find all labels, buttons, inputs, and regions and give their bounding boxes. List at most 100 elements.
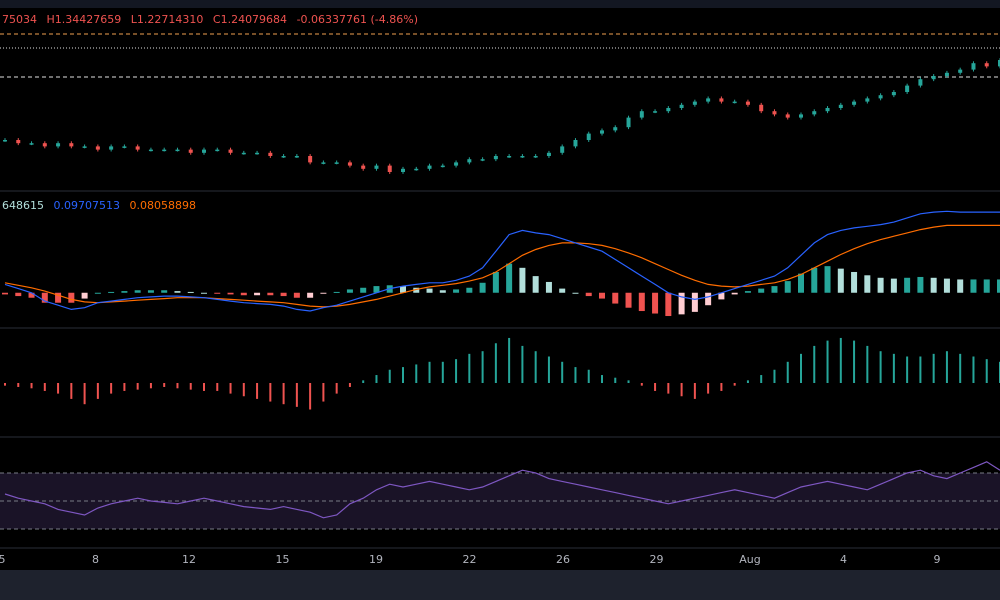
macd-histogram-bar [718, 292, 725, 300]
candle-body [109, 146, 114, 150]
macd-histogram-bar [240, 292, 247, 296]
macd-histogram-bar [983, 279, 990, 293]
macd-histogram-bar [997, 279, 1000, 293]
macd-histogram-bar [28, 292, 35, 298]
macd-histogram-bar [479, 282, 486, 293]
candle-body [812, 111, 817, 115]
candle-body [294, 156, 299, 158]
signal-line-value: 0.08058898 [129, 199, 196, 212]
macd-histogram-bar [599, 292, 605, 299]
x-axis-tick-label: 29 [650, 553, 664, 566]
oscillator-bar [57, 383, 60, 394]
candle-body [122, 146, 127, 148]
oscillator-bar [309, 383, 312, 410]
macd-histogram-bar [652, 292, 659, 314]
candle-body [228, 149, 233, 153]
macd-histogram-bar [439, 290, 446, 293]
oscillator-bar [919, 356, 922, 383]
oscillator-bar [707, 383, 710, 394]
candle-body [387, 165, 392, 172]
candle-body [334, 162, 339, 164]
macd-histogram-bar [705, 292, 712, 306]
candle-body [639, 111, 644, 118]
oscillator-bar [441, 361, 444, 383]
candle-body [865, 98, 870, 102]
candle-body [586, 133, 591, 140]
candle-body [3, 140, 7, 142]
candle-body [560, 146, 565, 153]
oscillator-bar [574, 367, 577, 383]
chart-canvas[interactable]: 5 8 12 15 19 22 26 29 Aug 4 9 [0, 8, 1000, 570]
macd-histogram-bar [41, 292, 48, 303]
candle-body [759, 104, 764, 112]
oscillator-bar [587, 369, 590, 383]
oscillator-bar [534, 351, 537, 383]
oscillator-bar [773, 369, 776, 383]
macd-histogram-bar [453, 289, 460, 293]
macd-histogram-bar [147, 290, 154, 293]
candle-body [162, 149, 167, 152]
macd-histogram-bar [572, 292, 579, 294]
candle-body [626, 117, 631, 128]
oscillator-bar [800, 353, 802, 383]
macd-histogram-bar [943, 278, 950, 293]
macd-histogram-bar [758, 288, 765, 293]
oscillator-bar [826, 340, 829, 383]
oscillator-bar [720, 383, 723, 391]
candle-body [520, 156, 525, 158]
candle-body [785, 114, 790, 118]
candle-body [361, 165, 366, 169]
candle-body [998, 60, 1000, 67]
candle-body [719, 98, 724, 102]
macd-histogram-bar [798, 273, 804, 293]
macd-histogram-bar [68, 292, 75, 303]
candle-body [507, 156, 512, 158]
oscillator-bar [680, 383, 683, 397]
macd-histogram-bar [691, 292, 698, 312]
macd-histogram-bar [201, 292, 207, 294]
macd-histogram-bar [731, 292, 738, 295]
candle-body [440, 165, 445, 168]
oscillator-bar [17, 383, 20, 387]
candle-body [321, 162, 326, 164]
x-axis-tick-label: 22 [463, 553, 477, 566]
macd-legend: 648615 0.09707513 0.08058898 [2, 199, 202, 212]
oscillator-bar [149, 383, 152, 389]
macd-histogram-bar [784, 281, 791, 293]
macd-histogram-bar [81, 292, 88, 299]
oscillator-bar [945, 351, 948, 383]
macd-histogram-bar [293, 292, 300, 298]
macd-histogram-bar [227, 292, 234, 295]
candle-body [427, 165, 432, 169]
macd-histogram-bar [254, 292, 261, 296]
oscillator-bar [110, 383, 113, 394]
oscillator-bar [269, 383, 272, 402]
oscillator-bar [959, 353, 962, 383]
candle-body [374, 165, 379, 169]
oscillator-bar [402, 367, 404, 383]
macd-histogram-bar [307, 292, 314, 298]
candle-body [255, 152, 260, 155]
candle-body [308, 156, 313, 163]
oscillator-bar [388, 369, 391, 383]
macd-histogram-bar [851, 271, 858, 293]
price-legend: 75034 H1.34427659 L1.22714310 C1.2407968… [2, 13, 424, 26]
macd-histogram-bar [506, 263, 513, 293]
oscillator-bar [892, 353, 895, 383]
macd-histogram-bar [612, 292, 619, 304]
oscillator-bar [601, 375, 603, 383]
candle-body [971, 63, 976, 70]
macd-line-value: 0.09707513 [53, 199, 120, 212]
macd-histogram-bar [333, 291, 340, 293]
macd-histogram-bar [625, 292, 632, 308]
macd-histogram-bar [930, 277, 937, 293]
oscillator-bar [83, 383, 86, 405]
candle-body [679, 104, 684, 108]
macd-histogram-bar [665, 292, 672, 317]
x-axis-tick-label: 15 [276, 553, 290, 566]
macd-line [4, 210, 1000, 312]
candle-body [467, 159, 472, 163]
oscillator-bar [176, 383, 179, 389]
oscillator-bar [667, 383, 670, 394]
oscillator-bar [70, 383, 73, 399]
